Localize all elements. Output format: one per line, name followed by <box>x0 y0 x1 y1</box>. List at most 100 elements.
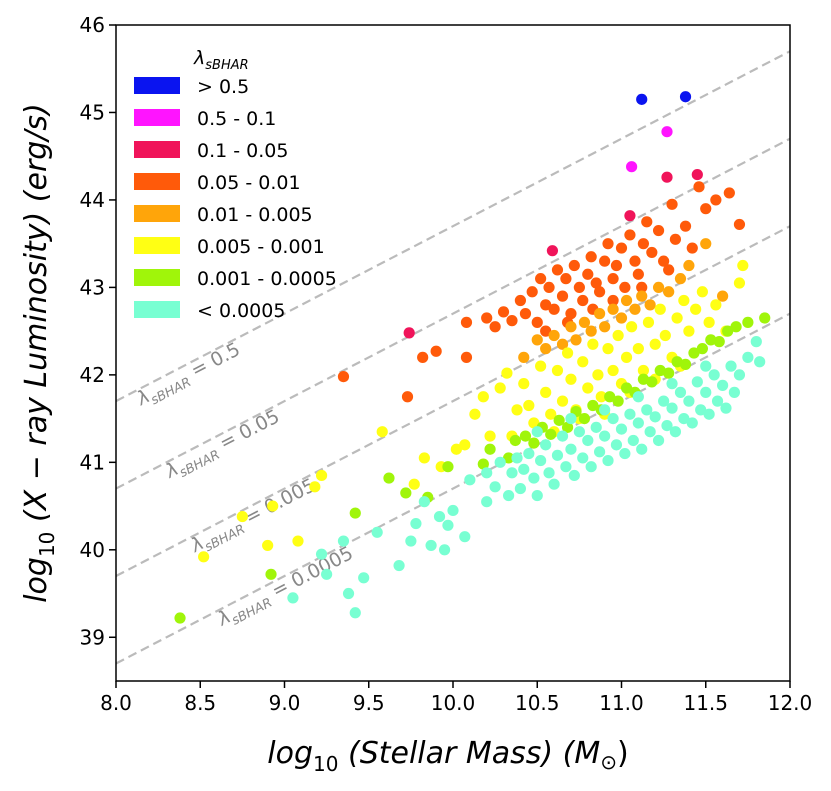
data-point <box>442 461 454 473</box>
data-point <box>700 386 712 398</box>
data-point <box>686 417 698 429</box>
data-point <box>174 612 186 624</box>
data-point <box>565 308 577 320</box>
data-point <box>545 428 557 440</box>
data-point <box>371 526 383 538</box>
legend-label: > 0.5 <box>197 76 249 98</box>
data-point <box>593 308 606 320</box>
data-point <box>624 210 636 222</box>
data-point <box>658 255 670 267</box>
data-point <box>267 500 279 512</box>
data-point <box>691 376 703 388</box>
data-point <box>503 452 515 464</box>
data-point <box>695 404 707 416</box>
data-point <box>464 474 476 486</box>
data-point <box>700 203 712 215</box>
legend-label: 0.01 - 0.005 <box>197 204 313 226</box>
data-point <box>619 281 631 293</box>
data-point <box>679 220 692 232</box>
data-point <box>198 551 210 563</box>
legend-label: 0.5 - 0.1 <box>197 108 276 130</box>
y-tick-label: 43 <box>80 275 105 299</box>
data-points <box>174 91 771 624</box>
data-point <box>518 378 530 390</box>
data-point <box>582 268 594 280</box>
data-point <box>509 434 521 447</box>
data-point <box>560 273 572 285</box>
data-point <box>582 382 594 394</box>
data-point <box>679 91 692 103</box>
data-point <box>543 467 555 479</box>
data-point <box>678 413 690 425</box>
y-tick-label: 40 <box>80 538 105 562</box>
data-point <box>535 360 547 372</box>
data-point <box>607 273 619 285</box>
y-axis-label-rest: (X − ray Luminosity) (erg/s) <box>19 103 54 531</box>
data-point <box>484 443 496 455</box>
data-point <box>637 238 650 250</box>
data-point <box>671 356 683 368</box>
data-point <box>644 426 656 438</box>
data-point <box>602 238 614 250</box>
data-point <box>342 587 355 600</box>
legend-swatch <box>134 141 180 158</box>
data-point <box>649 411 661 423</box>
data-point <box>501 367 513 379</box>
data-point <box>578 413 591 425</box>
x-tick-label: 11.5 <box>683 691 728 715</box>
y-tick-label: 45 <box>80 100 105 124</box>
data-point <box>551 264 564 276</box>
data-point <box>671 312 683 324</box>
data-point <box>641 216 653 228</box>
data-point <box>733 369 746 381</box>
data-point <box>565 373 577 385</box>
data-point <box>556 395 569 407</box>
data-point <box>725 360 737 372</box>
data-point <box>535 273 547 285</box>
legend-label: 0.005 - 0.001 <box>197 236 325 258</box>
data-point <box>733 277 746 289</box>
data-point <box>632 343 644 355</box>
data-point <box>587 399 599 412</box>
data-point <box>587 338 599 350</box>
data-point <box>545 408 557 420</box>
data-point <box>666 198 678 210</box>
data-point <box>497 306 510 318</box>
data-point <box>590 421 602 433</box>
data-point <box>477 391 489 403</box>
legend-title: λsBHAR <box>193 47 249 73</box>
data-point <box>641 404 653 416</box>
legend-swatch <box>134 301 180 318</box>
data-point <box>585 325 597 337</box>
data-point <box>615 423 628 435</box>
data-point <box>528 437 540 449</box>
data-point <box>489 481 501 493</box>
data-point <box>700 238 712 250</box>
data-point <box>531 489 543 502</box>
data-point <box>556 290 569 302</box>
data-point <box>438 544 451 556</box>
legend-swatch <box>134 109 180 126</box>
data-point <box>717 379 729 391</box>
data-point <box>599 255 611 267</box>
data-point <box>548 478 560 490</box>
data-point <box>565 443 577 455</box>
data-point <box>573 281 585 293</box>
data-point <box>292 535 304 547</box>
reference-line <box>116 137 790 490</box>
data-point <box>759 312 771 324</box>
data-point <box>690 303 702 315</box>
reference-line <box>116 225 790 578</box>
data-point <box>637 373 650 385</box>
data-point <box>620 294 633 307</box>
data-point <box>408 478 420 490</box>
y-axis-label: log10 (X − ray Luminosity) (erg/s) <box>19 103 59 603</box>
data-point <box>577 294 589 307</box>
data-point <box>262 539 274 552</box>
x-tick-label: 12.0 <box>768 691 813 715</box>
data-point <box>636 281 648 293</box>
data-point <box>503 489 515 502</box>
data-point <box>636 93 648 105</box>
data-point <box>535 454 547 467</box>
data-point <box>400 487 412 499</box>
